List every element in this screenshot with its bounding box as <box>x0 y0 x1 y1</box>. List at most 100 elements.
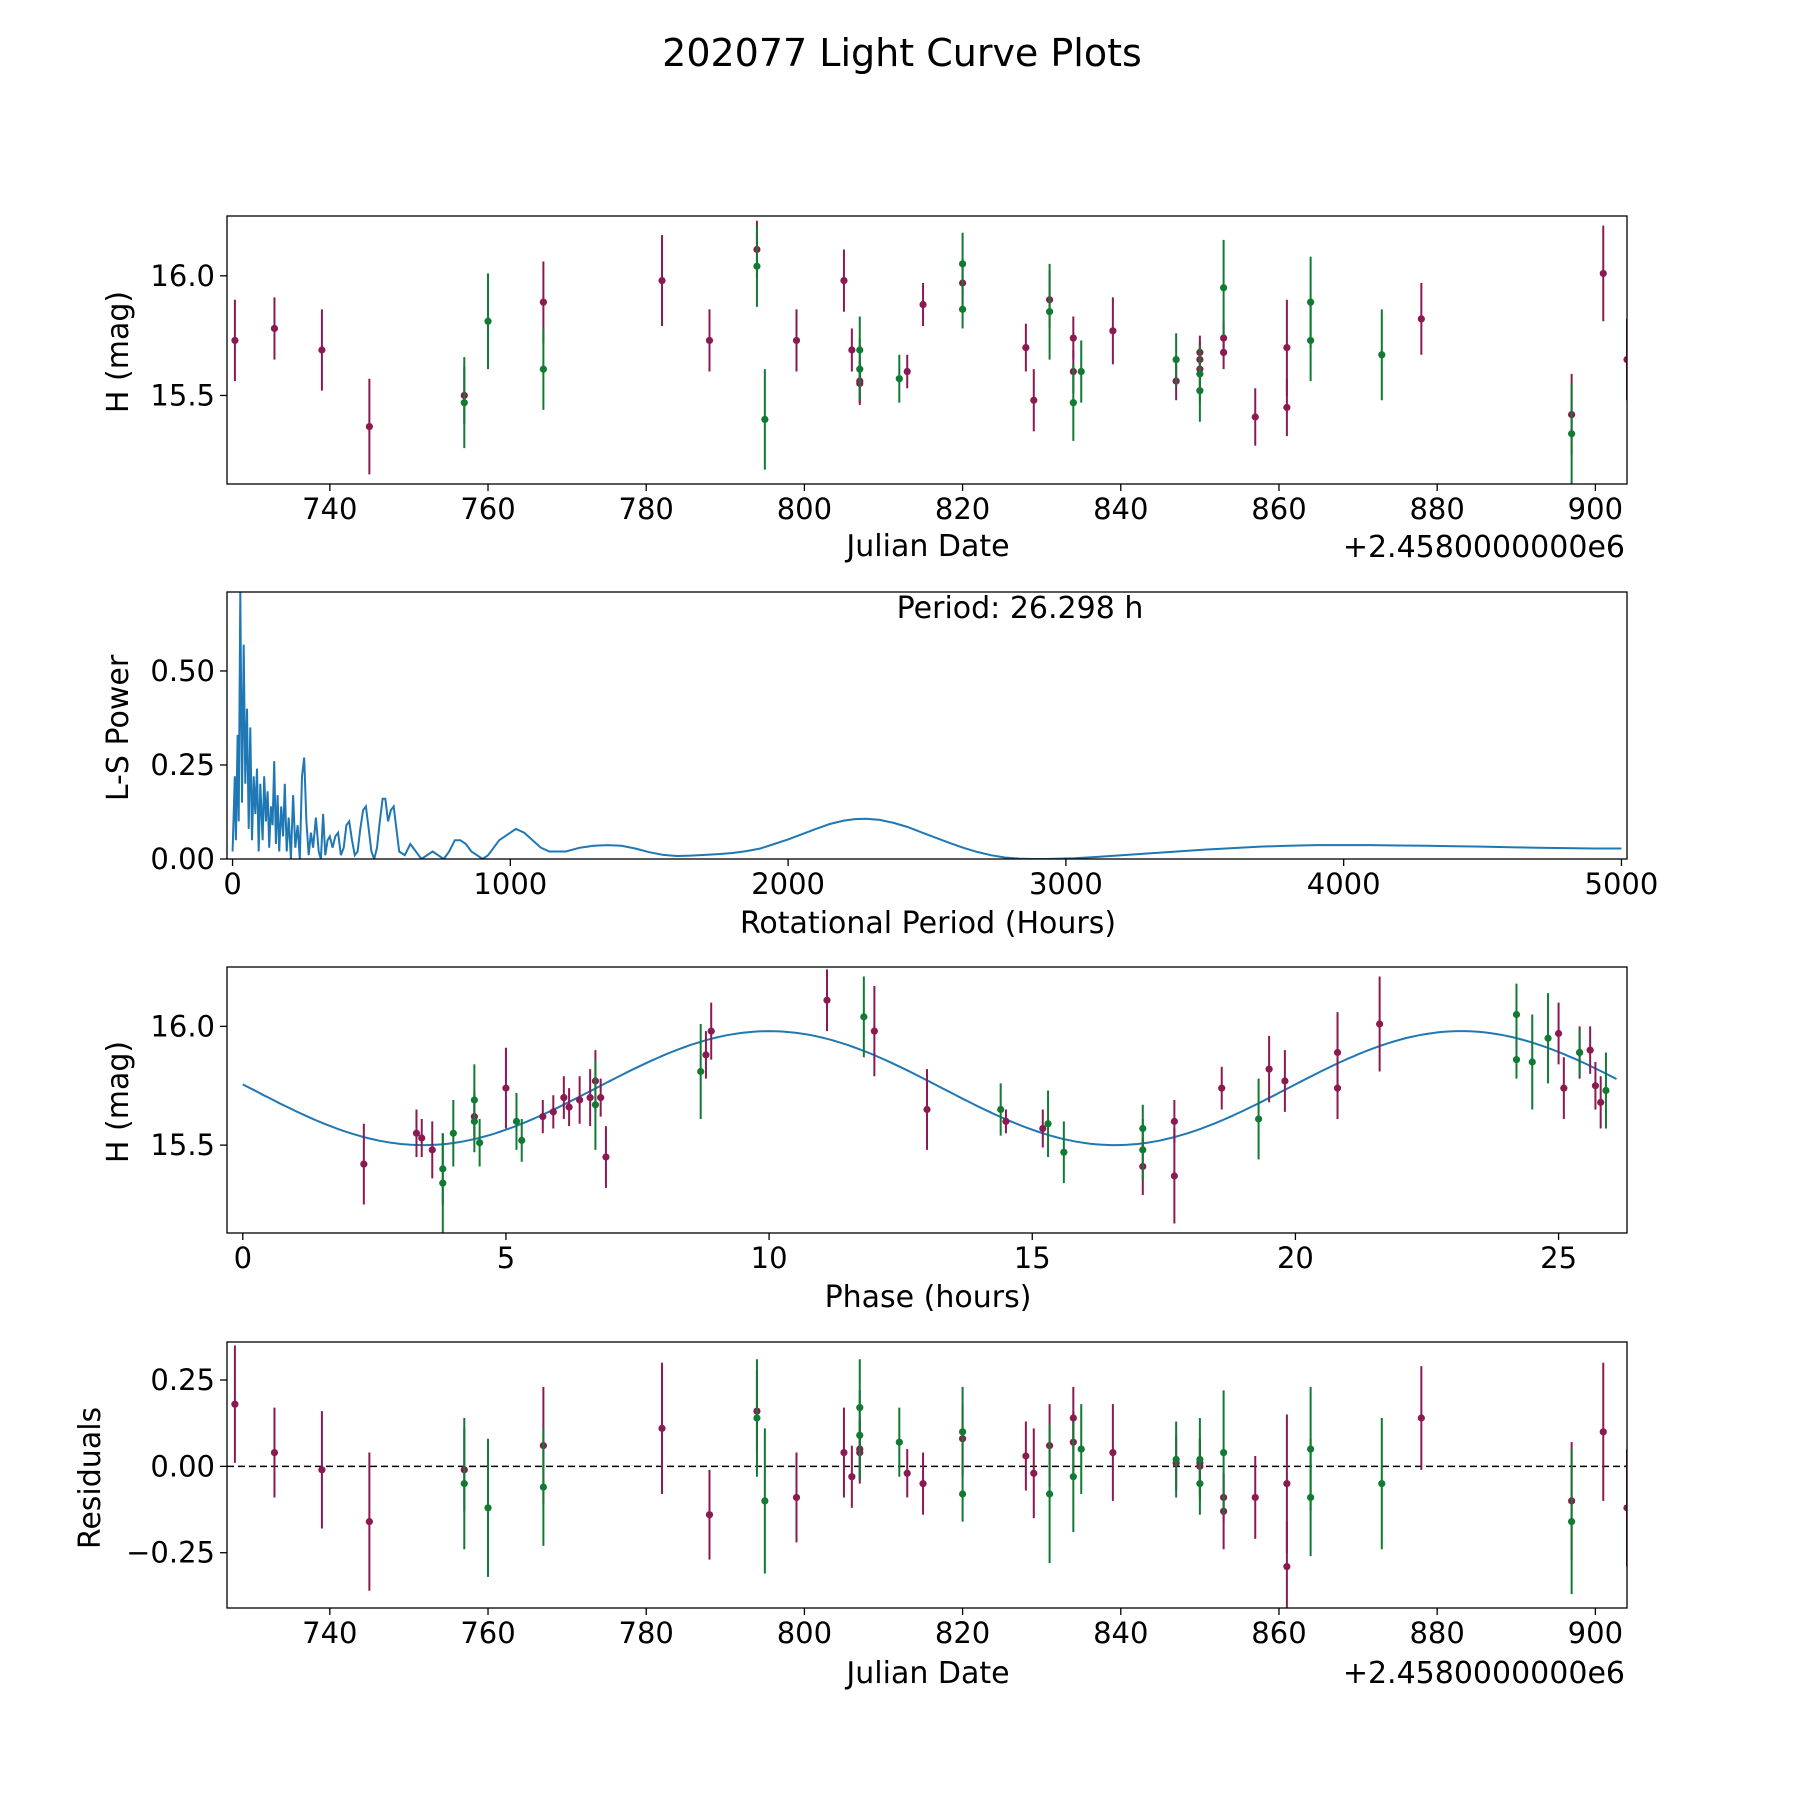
lightcurve-xtick-label: 760 <box>460 492 515 526</box>
lightcurve-point-green <box>958 260 967 268</box>
phase-point-green <box>591 1101 600 1109</box>
lightcurve-xtick-label: 780 <box>619 492 674 526</box>
residuals-xtick-label: 780 <box>619 1616 674 1650</box>
lightcurve-ytick-label: 15.5 <box>150 378 215 412</box>
residuals-point-green <box>1220 1448 1228 1457</box>
phase-point-magenta <box>576 1096 584 1104</box>
lightcurve-point-magenta <box>1623 355 1627 364</box>
periodogram-xtick-label: 4000 <box>1307 867 1381 901</box>
lightcurve-ytick-label: 16.0 <box>150 259 215 293</box>
periodogram-frame <box>226 591 1628 860</box>
residuals-point-magenta <box>1251 1493 1259 1502</box>
phase-point-green <box>1528 1058 1536 1066</box>
phase-point-magenta <box>412 1129 421 1137</box>
phase-point-magenta <box>586 1094 594 1102</box>
phase-point-green <box>697 1067 705 1076</box>
residuals-point-magenta <box>318 1466 326 1474</box>
residuals-xtick-label: 800 <box>777 1616 832 1650</box>
phase-point-green <box>1254 1115 1263 1123</box>
lightcurve-point-magenta <box>1283 403 1291 412</box>
residuals-point-magenta <box>1030 1469 1038 1477</box>
periodogram-ytick-label: 0.00 <box>150 842 215 876</box>
lightcurve-point-green <box>1172 355 1180 364</box>
phase-point-magenta <box>1554 1029 1563 1038</box>
lightcurve-point-magenta <box>1220 334 1228 342</box>
residuals-point-magenta <box>792 1493 801 1502</box>
phase-point-green <box>1576 1048 1584 1057</box>
residuals-point-green <box>1172 1455 1180 1464</box>
residuals-point-magenta <box>1022 1452 1030 1460</box>
phase-xtick-label: 25 <box>1540 1241 1577 1275</box>
residuals-plot-area <box>227 1345 1627 1608</box>
lightcurve-point-green <box>484 317 492 325</box>
periodogram-ytick-label: 0.50 <box>150 654 215 688</box>
lightcurve-xtick-label: 820 <box>935 492 990 526</box>
phase-point-magenta <box>1281 1077 1289 1085</box>
residuals-point-green <box>895 1438 903 1446</box>
residuals-xtick-label: 860 <box>1251 1616 1306 1650</box>
lightcurve-point-magenta <box>1030 396 1038 404</box>
phase-point-magenta <box>1333 1048 1342 1057</box>
residuals-point-green <box>1568 1518 1576 1526</box>
phase-point-magenta <box>1170 1117 1178 1125</box>
residuals-point-green <box>761 1497 769 1505</box>
residuals-point-magenta <box>1417 1414 1425 1422</box>
residuals-point-green <box>1069 1473 1077 1481</box>
phase-point-magenta <box>1591 1082 1600 1090</box>
phase-point-magenta <box>1597 1098 1605 1106</box>
lightcurve-point-green <box>753 262 761 270</box>
lightcurve-point-green <box>1220 284 1228 292</box>
residuals-point-magenta <box>705 1511 714 1519</box>
residuals-point-magenta <box>658 1424 666 1432</box>
phase-point-green <box>997 1105 1005 1114</box>
phase-ylabel: H (mag) <box>101 1041 136 1163</box>
phase-point-magenta <box>1170 1172 1178 1180</box>
lightcurve-point-magenta <box>1283 344 1291 352</box>
lightcurve-xtick-label: 800 <box>777 492 832 526</box>
lightcurve-point-green <box>1196 370 1204 378</box>
lightcurve-point-magenta <box>919 300 927 309</box>
lightcurve-point-magenta <box>705 336 714 345</box>
lightcurve-point-magenta <box>1251 413 1259 421</box>
residuals-point-green <box>1045 1490 1054 1498</box>
residuals-offset-label: +2.4580000000e6 <box>1343 1656 1625 1691</box>
phase-xtick-label: 15 <box>1014 1241 1051 1275</box>
lightcurve-point-magenta <box>539 298 547 306</box>
residuals-point-magenta <box>848 1473 856 1481</box>
phase-model-curve <box>242 1030 1617 1147</box>
periodogram-xtick-label: 5000 <box>1585 867 1659 901</box>
lightcurve-point-green <box>1077 367 1085 376</box>
lightcurve-xtick-label: 740 <box>302 492 357 526</box>
lightcurve-point-magenta <box>848 346 856 354</box>
lightcurve-point-magenta <box>1417 315 1425 323</box>
phase-point-magenta <box>1560 1084 1568 1092</box>
lightcurve-point-magenta <box>1069 334 1077 342</box>
lightcurve-xlabel: Julian Date <box>844 529 1009 564</box>
phase-point-magenta <box>1376 1020 1384 1028</box>
phase-point-green <box>860 1013 868 1021</box>
phase-point-magenta <box>539 1113 547 1121</box>
lightcurve-point-magenta <box>1109 327 1117 335</box>
residuals-ytick-label: 0.00 <box>150 1449 215 1483</box>
phase-point-magenta <box>565 1103 573 1111</box>
residuals-point-green <box>1077 1445 1085 1453</box>
residuals-point-magenta <box>1109 1448 1117 1457</box>
lightcurve-point-magenta <box>658 277 666 285</box>
phase-point-green <box>512 1117 521 1125</box>
lightcurve-offset-label: +2.4580000000e6 <box>1343 530 1625 565</box>
residuals-point-magenta <box>1283 1480 1291 1488</box>
phase-point-green <box>449 1129 457 1137</box>
phase-xtick-label: 5 <box>497 1241 515 1275</box>
lightcurve-frame <box>226 215 1628 485</box>
residuals-point-green <box>1307 1493 1315 1502</box>
residuals-xtick-label: 740 <box>302 1616 357 1650</box>
residuals-ytick-label: 0.25 <box>150 1363 215 1397</box>
phase-point-magenta <box>923 1105 931 1114</box>
residuals-xtick-label: 900 <box>1568 1616 1623 1650</box>
residuals-point-green <box>460 1480 468 1488</box>
phase-point-magenta <box>1039 1124 1047 1133</box>
phase-ytick-label: 15.5 <box>150 1128 215 1162</box>
residuals-point-magenta <box>1069 1414 1077 1422</box>
